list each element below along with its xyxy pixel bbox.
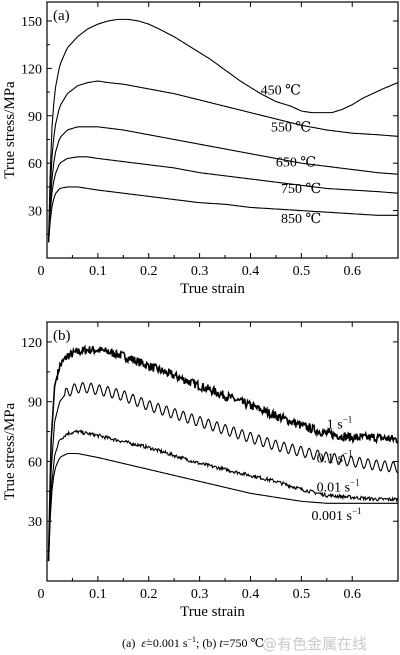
caption-part-a-label: (a) [122,636,136,650]
watermark: @有色金属在线 [262,635,368,653]
panel-b-ylabel: True stress/MPa [2,402,18,500]
panel-b-series-1-label: 1 s−1 [327,415,353,433]
panel-a-origin-label: 0 [38,264,45,279]
caption-temperature-value: =750 ℃ [222,636,264,650]
panel-b-series-2-line [47,381,399,562]
panel-a-ylabel: True stress/MPa [2,81,18,179]
panel-a-ytick-label: 30 [28,205,42,220]
panel-b-series-4-line [47,452,398,562]
caption-strain-rate-sup: −1 [187,635,197,644]
panel-a-ytick-label: 90 [28,110,42,125]
panel-a-frame [46,1,399,259]
panel-b-xtick-label: 0.3 [191,587,209,602]
figure-caption: (a) ε̇=0.001 s−1; (b) t=750 ℃ @有色金属在线 [0,633,400,653]
panel-b-series-3-line [47,429,399,562]
panel-b-ytick-label: 60 [28,455,42,470]
panel-a-xtick-label: 0.5 [293,264,311,279]
panel-b-ytick-label: 120 [21,336,42,351]
panel-b-origin-label: 0 [38,587,45,602]
panel-a-xtick-label: 0.6 [343,264,361,279]
panel-a: 0.1 0.2 0.3 0.4 0.5 0.6 0 30 60 90 120 150 True stra… [2,1,399,297]
panel-a-series-2-line [47,80,399,243]
panel-a-series-3-line [47,126,399,243]
panel-a-series-1-line [47,18,399,243]
panel-b-ytick-label: 90 [28,396,42,411]
caption-temperature-symbol: t [219,636,223,650]
panel-b-xtick-label: 0.1 [89,587,107,602]
panel-a-ytick-label: 150 [21,15,42,30]
panel-b-ytick-label: 30 [28,515,42,530]
panel-a-ytick-label: 60 [28,157,42,172]
panel-b-xtick-label: 0.4 [242,587,260,602]
caption-strain-rate-value: =0.001 s [146,636,188,650]
panel-a-series-5-label: 850 ℃ [281,212,321,227]
panel-a-xlabel: True strain [180,281,245,297]
panel-a-xtick-label: 0.2 [140,264,158,279]
panel-b-series-2-label: 0.1 s−1 [317,448,353,466]
panel-b-series-4-label: 0.001 s−1 [312,506,362,524]
panel-b-series-3-label: 0.01 s−1 [317,477,360,495]
panel-a-xtick-label: 0.1 [89,264,107,279]
panel-a-series-4-line [47,156,399,243]
caption-strain-rate-symbol: ε̇ [141,636,147,650]
panel-b-label: (b) [53,328,71,344]
panel-b-frame [46,321,399,582]
panel-a-ytick-label: 120 [21,62,42,77]
caption-text: (a) ε̇=0.001 s−1; (b) t=750 ℃ [122,635,264,651]
panel-b-series-1-line [47,344,399,562]
panel-b-series-2-label-sup: −1 [343,448,353,458]
panel-a-series-2-label: 550 ℃ [271,121,311,136]
panel-b-xtick-label: 0.6 [343,587,361,602]
panel-b-series-4-label-sup: −1 [352,506,362,516]
panel-a-series-3-label: 650 ℃ [276,155,316,170]
panel-a-series-1-label: 450 ℃ [261,83,301,98]
panel-a-xtick-label: 0.3 [191,264,209,279]
panel-a-series-4-label: 750 ℃ [281,182,321,197]
caption-separator: ; (b) [196,636,217,650]
panel-b-xlabel: True strain [180,604,245,620]
panel-a-xtick-label: 0.4 [242,264,260,279]
panel-b-xtick-label: 0.5 [293,587,311,602]
panel-b-series-1-label-sup: −1 [343,415,353,425]
panel-a-series-5-line [47,186,398,243]
panel-b-xtick-label: 0.2 [140,587,158,602]
panel-b-series-3-label-sup: −1 [350,477,360,487]
panel-b: 0.1 0.2 0.3 0.4 0.5 0.6 0 30 60 90 120 True strain T… [2,321,399,620]
panel-a-label: (a) [53,8,70,24]
